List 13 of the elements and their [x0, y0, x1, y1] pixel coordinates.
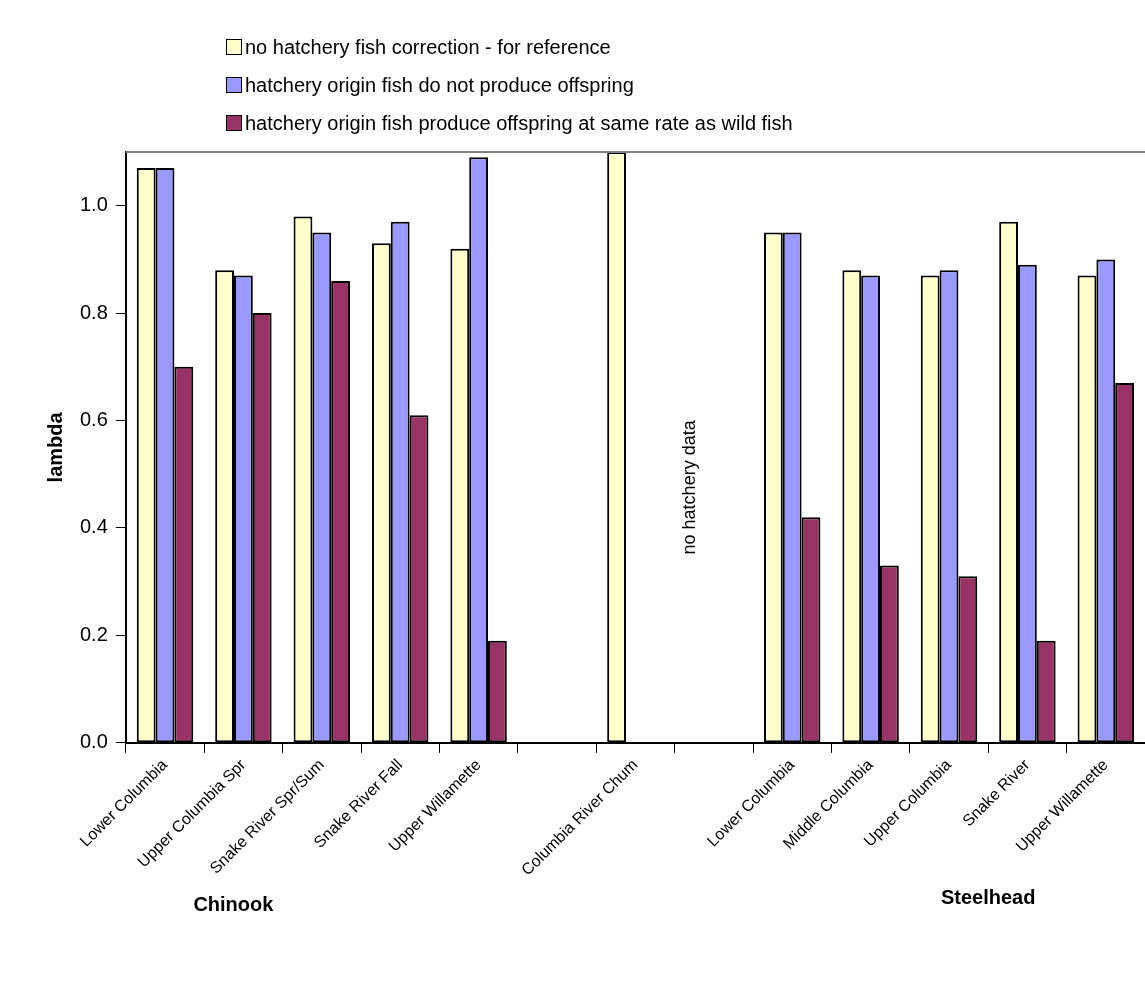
y-tick-label: 0.2	[79, 622, 108, 645]
y-tick-label: 0.6	[79, 408, 108, 431]
text: Chinook	[193, 892, 275, 915]
annotation: no hatchery data	[679, 419, 700, 555]
y-tick-label: 0.8	[79, 300, 108, 323]
legend-label: hatchery origin fish produce offspring at same rate as wild fish	[245, 111, 793, 135]
y-axis-title: lambda	[43, 411, 66, 483]
text: Steelhead	[940, 885, 1036, 908]
y-tick-label: 1.0	[79, 193, 108, 216]
legend-label: hatchery origin fish do not produce offspring	[245, 73, 634, 97]
legend-label: no hatchery fish correction - for reference	[245, 35, 611, 59]
y-tick-label: 0.4	[79, 515, 108, 538]
y-tick-label: 0.0	[79, 730, 108, 753]
